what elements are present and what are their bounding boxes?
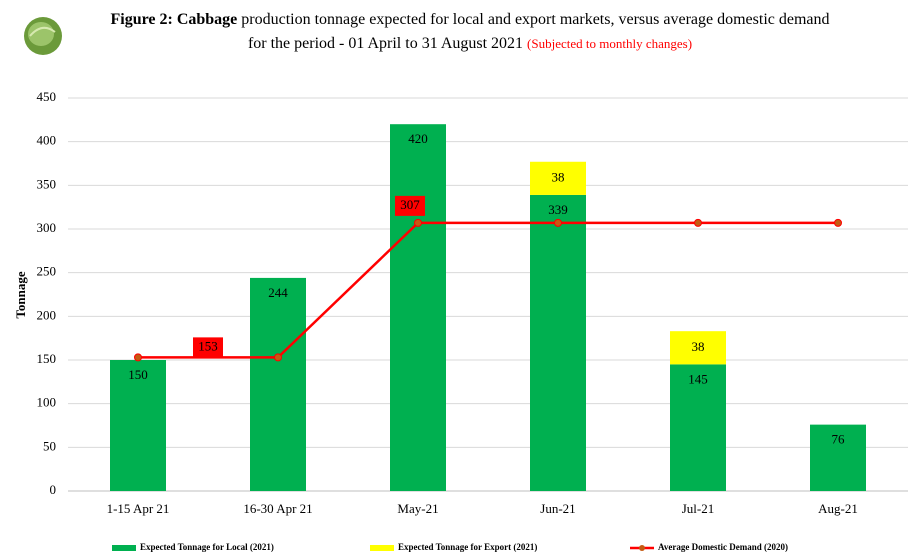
y-tick-label: 0 bbox=[50, 482, 57, 497]
data-label-box bbox=[193, 337, 223, 358]
data-label: 339 bbox=[548, 202, 568, 217]
bar bbox=[670, 331, 726, 365]
cabbage-icon bbox=[24, 17, 62, 55]
bar bbox=[530, 161, 586, 195]
chart-title: Figure 2: Cabbage production tonnage exp… bbox=[100, 8, 840, 56]
y-tick-label: 400 bbox=[37, 133, 57, 148]
y-axis-label: Tonnage bbox=[13, 271, 28, 318]
y-tick-label: 150 bbox=[37, 351, 57, 366]
line-marker bbox=[554, 218, 562, 227]
data-label: 153 bbox=[198, 338, 218, 353]
x-tick-label: Jul-21 bbox=[682, 501, 715, 516]
data-label: 420 bbox=[408, 131, 428, 146]
legend-item: Expected Tonnage for Export (2021) bbox=[370, 542, 537, 552]
data-label: 38 bbox=[692, 339, 705, 354]
line-marker bbox=[694, 218, 702, 227]
line-marker bbox=[134, 353, 142, 362]
y-tick-label: 100 bbox=[37, 395, 57, 410]
legend-marker bbox=[639, 545, 645, 551]
y-tick-label: 350 bbox=[37, 176, 57, 191]
line-marker bbox=[834, 218, 842, 227]
title-text: production tonnage expected for local an… bbox=[241, 11, 830, 52]
y-tick-label: 200 bbox=[37, 307, 57, 322]
bar bbox=[670, 364, 726, 491]
y-tick-label: 300 bbox=[37, 220, 57, 235]
legend-item: Average Domestic Demand (2020) bbox=[630, 542, 788, 552]
line bbox=[138, 221, 838, 359]
title-prefix: Figure 2: Cabbage bbox=[110, 11, 238, 28]
x-tick-label: 1-15 Apr 21 bbox=[107, 501, 170, 516]
line-marker bbox=[274, 353, 282, 362]
data-label-box bbox=[395, 195, 425, 216]
x-tick-label: Aug-21 bbox=[818, 501, 858, 516]
x-tick-label: Jun-21 bbox=[540, 501, 575, 516]
y-tick-label: 250 bbox=[37, 264, 57, 279]
bar bbox=[110, 360, 166, 491]
legend-item: Expected Tonnage for Local (2021) bbox=[112, 542, 274, 552]
data-label: 76 bbox=[832, 432, 846, 447]
legend-swatch bbox=[112, 545, 136, 551]
legend-swatch bbox=[370, 545, 394, 551]
data-label: 244 bbox=[268, 285, 288, 300]
y-tick-label: 50 bbox=[43, 438, 56, 453]
data-label: 307 bbox=[400, 197, 420, 212]
title-note: (Subjected to monthly changes) bbox=[527, 36, 693, 51]
bar bbox=[810, 424, 866, 491]
bar bbox=[250, 277, 306, 491]
legend-label: Expected Tonnage for Export (2021) bbox=[398, 542, 537, 552]
y-tick-label: 450 bbox=[37, 89, 57, 104]
legend-label: Expected Tonnage for Local (2021) bbox=[140, 542, 274, 552]
bar bbox=[390, 124, 446, 491]
legend-label: Average Domestic Demand (2020) bbox=[658, 542, 788, 552]
data-label: 150 bbox=[128, 367, 148, 382]
x-tick-label: May-21 bbox=[397, 501, 438, 516]
x-tick-label: 16-30 Apr 21 bbox=[243, 501, 312, 516]
bar bbox=[530, 194, 586, 491]
line-marker bbox=[414, 218, 422, 227]
data-label: 145 bbox=[688, 371, 708, 386]
data-label: 38 bbox=[552, 169, 565, 184]
